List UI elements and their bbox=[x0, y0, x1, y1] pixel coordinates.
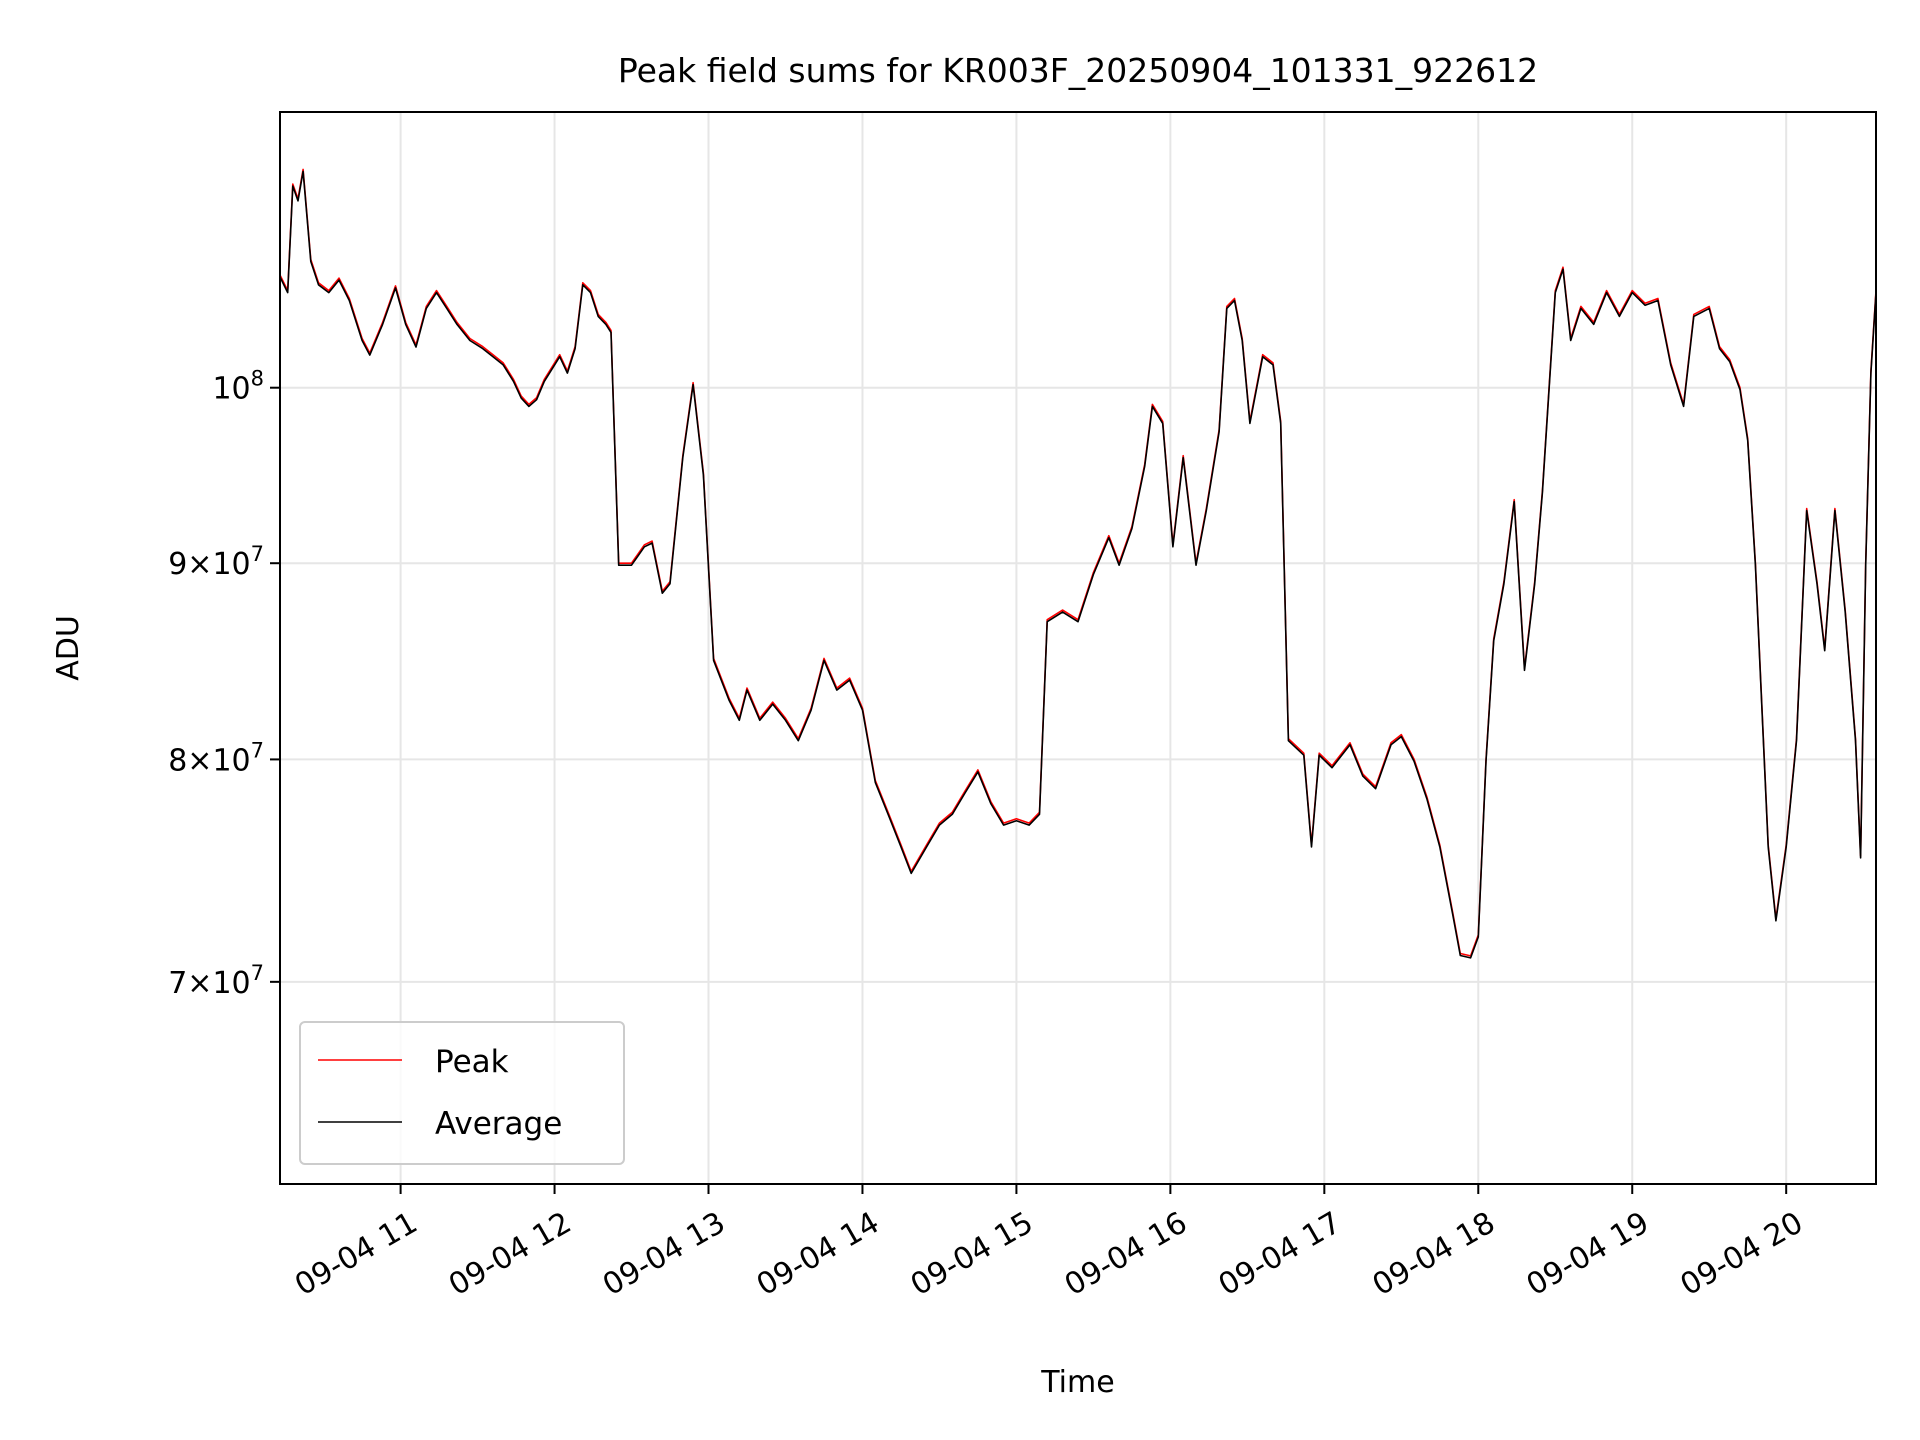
y-tick-times: × bbox=[187, 743, 212, 778]
legend-label-average: Average bbox=[435, 1106, 562, 1142]
y-tick-exponent: 8 bbox=[251, 367, 264, 391]
y-tick-base: 10 bbox=[212, 372, 250, 407]
y-tick-coef: 7 bbox=[168, 966, 187, 1001]
x-axis-label: Time bbox=[1040, 1365, 1114, 1400]
y-tick-times: × bbox=[187, 547, 212, 582]
series-layer bbox=[279, 168, 1877, 959]
y-tick-label: 108 bbox=[212, 367, 264, 407]
chart-title: Peak field sums for KR003F_20250904_1013… bbox=[618, 51, 1538, 90]
legend-label-peak: Peak bbox=[435, 1044, 509, 1080]
y-tick-exponent: 7 bbox=[251, 738, 264, 762]
y-tick-times: × bbox=[187, 966, 212, 1001]
y-tick-label: 8×107 bbox=[168, 738, 264, 778]
y-tick-label: 9×107 bbox=[168, 542, 264, 582]
plot-frame bbox=[279, 111, 1877, 1185]
y-axis-label: ADU bbox=[51, 615, 86, 681]
y-tick-base: 10 bbox=[212, 547, 250, 582]
legend-box bbox=[299, 1021, 625, 1165]
y-tick-coef: 8 bbox=[168, 743, 187, 778]
series-line-average bbox=[279, 170, 1877, 959]
y-tick-base: 10 bbox=[212, 966, 250, 1001]
y-tick-exponent: 7 bbox=[251, 961, 264, 985]
y-tick-exponent: 7 bbox=[251, 542, 264, 566]
legend: Peak Average bbox=[299, 1021, 625, 1165]
y-tick-label: 7×107 bbox=[168, 961, 264, 1001]
y-tick-base: 10 bbox=[212, 743, 250, 778]
y-tick-coef: 9 bbox=[168, 547, 187, 582]
